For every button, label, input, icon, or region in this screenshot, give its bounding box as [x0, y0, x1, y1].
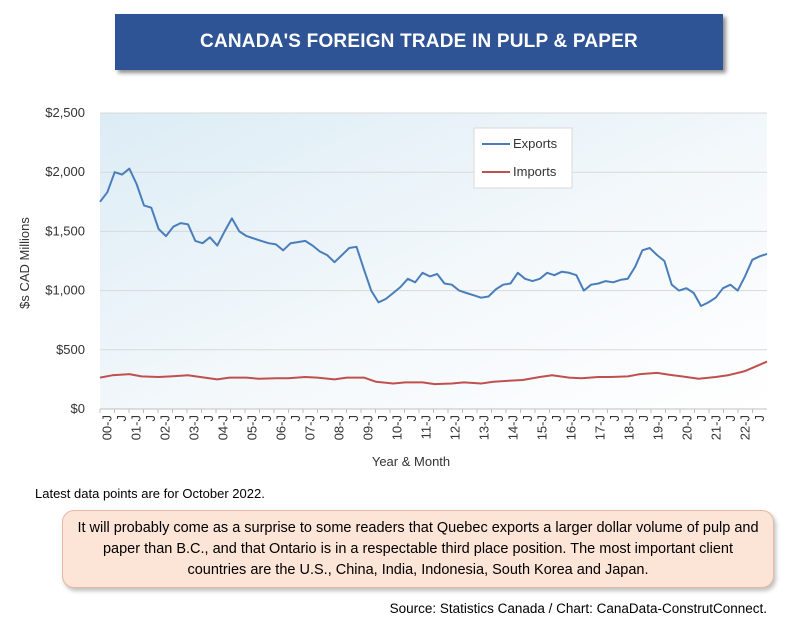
legend-box	[473, 127, 573, 189]
x-tick-label: J	[752, 415, 767, 422]
x-tick-label: J	[520, 415, 535, 422]
y-tick-label: $2,500	[45, 105, 85, 120]
x-tick-label: 08-J	[331, 415, 346, 440]
chart-title: CANADA'S FOREIGN TRADE IN PULP & PAPER	[115, 14, 723, 70]
legend: Exports Imports	[473, 127, 573, 189]
x-tick-label: J	[462, 415, 477, 422]
x-tick-label: J	[259, 415, 274, 422]
y-tick-label: $2,000	[45, 164, 85, 179]
x-tick-label: 10-J	[389, 415, 404, 440]
x-tick-label: 21-J	[708, 415, 723, 440]
y-tick-label: $500	[56, 342, 85, 357]
series-line-imports	[99, 360, 768, 386]
x-tick-label: J	[607, 415, 622, 422]
x-tick-label: 12-J	[447, 415, 462, 440]
x-tick-label: J	[201, 415, 216, 422]
y-tick-label: $0	[71, 401, 85, 416]
series-line-exports	[99, 167, 768, 307]
x-tick-label: 06-J	[273, 415, 288, 440]
x-tick-label: J	[694, 415, 709, 422]
x-tick-label: 05-J	[244, 415, 259, 440]
plot-background	[100, 113, 767, 409]
legend-label-exports: Exports	[513, 136, 558, 151]
chart-area: $0$500$1,000$1,500$2,000$2,500 00-J J 01-J…	[17, 105, 768, 469]
y-axis-title: $s CAD Millions	[17, 217, 32, 309]
x-tick-label: 02-J	[157, 415, 172, 440]
series-lines	[99, 167, 768, 386]
x-tick-label: J	[636, 415, 651, 422]
x-tick-label: 01-J	[128, 415, 143, 440]
source-credit: Source: Statistics Canada / Chart: CanaD…	[389, 601, 767, 616]
x-tick-label: 00-J	[99, 415, 114, 440]
x-tick-label: 22-J	[737, 415, 752, 440]
x-tick-label: J	[114, 415, 129, 422]
x-tick-label: 07-J	[302, 415, 317, 440]
callout-box: It will probably come as a surprise to s…	[62, 510, 774, 588]
x-tick-label: 09-J	[360, 415, 375, 440]
x-tick-label: 19-J	[650, 415, 665, 440]
x-tick-label: 15-J	[534, 415, 549, 440]
x-tick-label: 16-J	[563, 415, 578, 440]
gridlines	[100, 112, 767, 351]
x-tick-label: J	[404, 415, 419, 422]
x-tick-label: J	[288, 415, 303, 422]
x-tick-label: 17-J	[592, 415, 607, 440]
x-tick-label: J	[143, 415, 158, 422]
x-axis-title: Year & Month	[372, 454, 450, 469]
x-tick-label: 18-J	[621, 415, 636, 440]
x-tick-label: J	[491, 415, 506, 422]
x-tick-label: J	[723, 415, 738, 422]
legend-label-imports: Imports	[513, 164, 557, 179]
x-tick-label: 04-J	[215, 415, 230, 440]
x-tick-label: 14-J	[505, 415, 520, 440]
callout-text: It will probably come as a surprise to s…	[77, 519, 759, 578]
x-tick-label: J	[172, 415, 187, 422]
x-tick-label: J	[346, 415, 361, 422]
x-tick-label: J	[578, 415, 593, 422]
x-tick-label: 03-J	[186, 415, 201, 440]
x-axis-ticks: 00-J J 01-J J 02-J J 03-J J 04-J J 05-J J 06-J J 07-J J…	[99, 409, 767, 440]
x-tick-label: J	[665, 415, 680, 422]
y-tick-label: $1,000	[45, 283, 85, 298]
y-axis-ticks: $0 $500 $1,000 $1,500 $2,000 $2,500	[45, 105, 85, 416]
x-tick-label: 20-J	[679, 415, 694, 440]
x-tick-label: J	[375, 415, 390, 422]
x-tick-label: J	[230, 415, 245, 422]
y-tick-label: $1,500	[45, 223, 85, 238]
x-tick-label: J	[433, 415, 448, 422]
x-tick-label: 13-J	[476, 415, 491, 440]
data-note: Latest data points are for October 2022.	[35, 486, 265, 501]
x-tick-label: 11-J	[418, 415, 433, 439]
x-tick-label: J	[549, 415, 564, 422]
x-tick-label: J	[317, 415, 332, 422]
